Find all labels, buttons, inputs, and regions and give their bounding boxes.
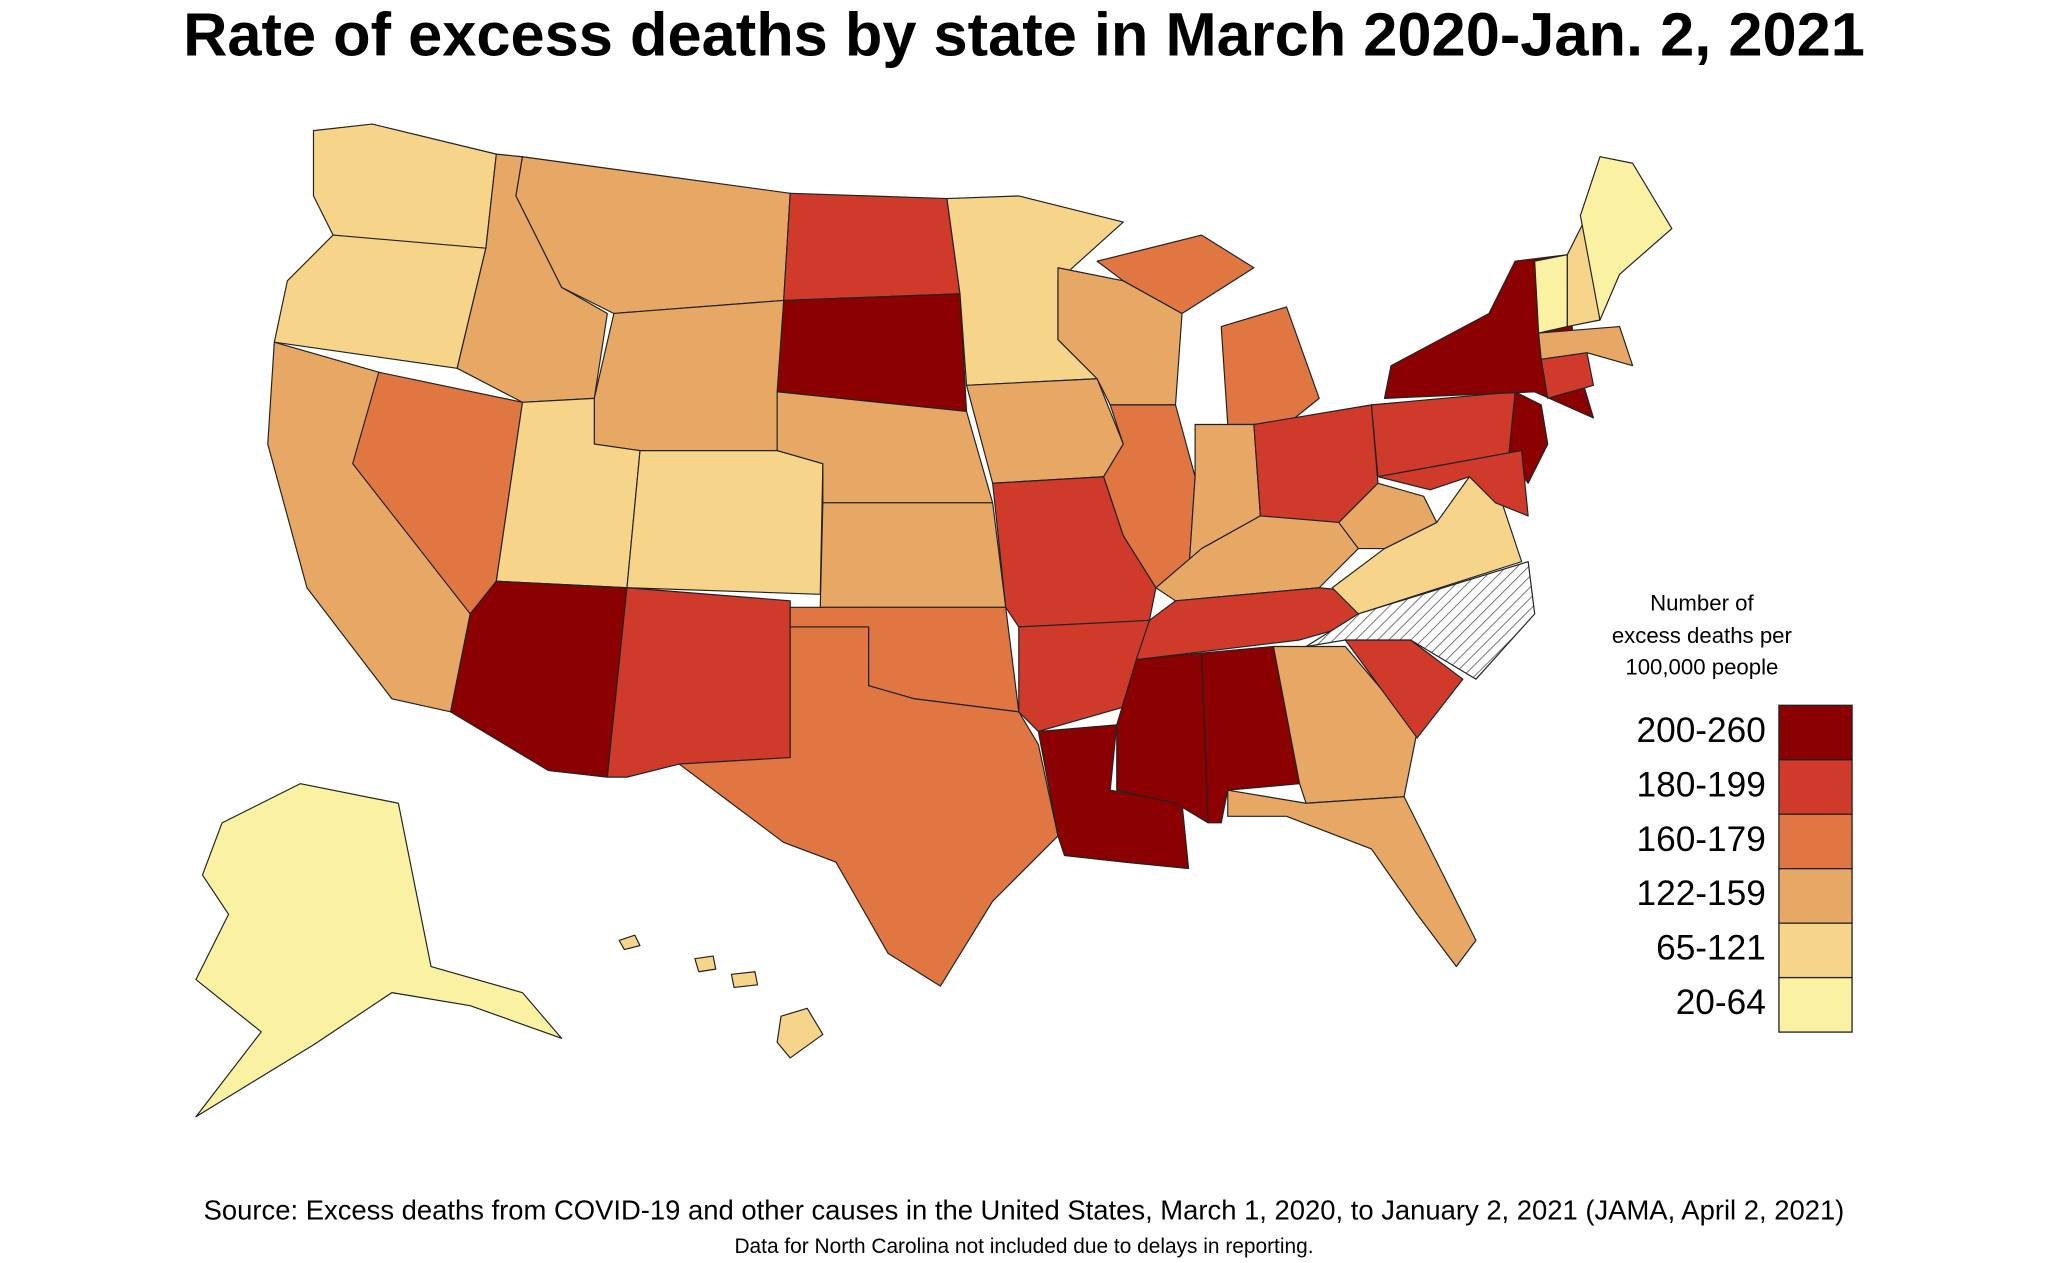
legend-label: 160-179 [1636, 820, 1765, 859]
state [312, 123, 497, 249]
state [1220, 306, 1320, 426]
legend-swatch [1778, 868, 1853, 924]
state [776, 293, 968, 413]
states [195, 123, 1673, 1118]
state [273, 234, 487, 369]
state [965, 378, 1124, 484]
state [626, 450, 824, 595]
source: Source: Excess deaths from COVID-19 and … [204, 1194, 1845, 1225]
legend-label: 65-121 [1656, 929, 1766, 968]
state [1377, 450, 1529, 517]
legend-title: excess deaths per [1612, 623, 1793, 648]
state [1579, 156, 1673, 321]
legend-label: 20-64 [1676, 983, 1766, 1022]
state [1096, 234, 1255, 315]
legend-label: 200-260 [1636, 711, 1765, 750]
legend-swatch [1778, 704, 1853, 761]
state [1037, 724, 1190, 870]
legend-swatch [1778, 813, 1853, 870]
state [819, 502, 1007, 608]
legend-title: Number of [1650, 591, 1754, 616]
legend-swatch [1778, 922, 1853, 979]
state [776, 1007, 824, 1059]
state [1338, 482, 1438, 550]
state [1538, 325, 1634, 367]
state [606, 587, 791, 778]
map-title: Rate of excess deaths by state in March … [183, 0, 1865, 69]
legend-swatch [1778, 759, 1853, 815]
legend-title: 100,000 people [1625, 655, 1778, 680]
state [678, 626, 1059, 987]
state [694, 955, 717, 973]
state [730, 971, 759, 989]
state [618, 934, 641, 951]
state [450, 580, 628, 778]
state [1018, 619, 1150, 733]
state [593, 299, 785, 452]
legend-label: 180-199 [1636, 765, 1765, 804]
state [195, 783, 563, 1118]
state [783, 192, 961, 301]
legend-label: 122-159 [1636, 874, 1765, 913]
legend-swatch [1778, 976, 1853, 1033]
state [1227, 789, 1477, 968]
legend: Number of excess deaths per 100,000 peop… [1612, 591, 1853, 1033]
state [1534, 254, 1568, 334]
note: Data for North Carolina not included due… [734, 1235, 1313, 1258]
